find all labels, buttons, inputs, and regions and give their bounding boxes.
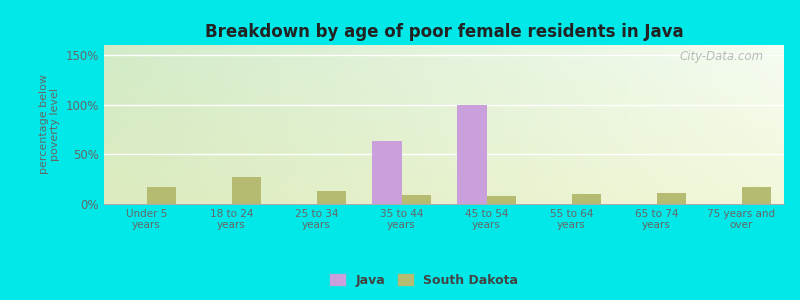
Bar [231,177,262,204]
Bar [372,141,402,204]
Text: City-Data.com: City-Data.com [679,50,763,63]
Bar [457,105,486,204]
Bar [402,195,431,204]
Bar [146,187,176,204]
Bar [486,196,516,204]
Legend: Java, South Dakota: Java, South Dakota [326,270,522,291]
Title: Breakdown by age of poor female residents in Java: Breakdown by age of poor female resident… [205,23,683,41]
Bar [742,187,771,204]
Bar [571,194,602,204]
Bar [657,193,686,204]
Bar [317,191,346,204]
Y-axis label: percentage below
poverty level: percentage below poverty level [38,74,60,175]
